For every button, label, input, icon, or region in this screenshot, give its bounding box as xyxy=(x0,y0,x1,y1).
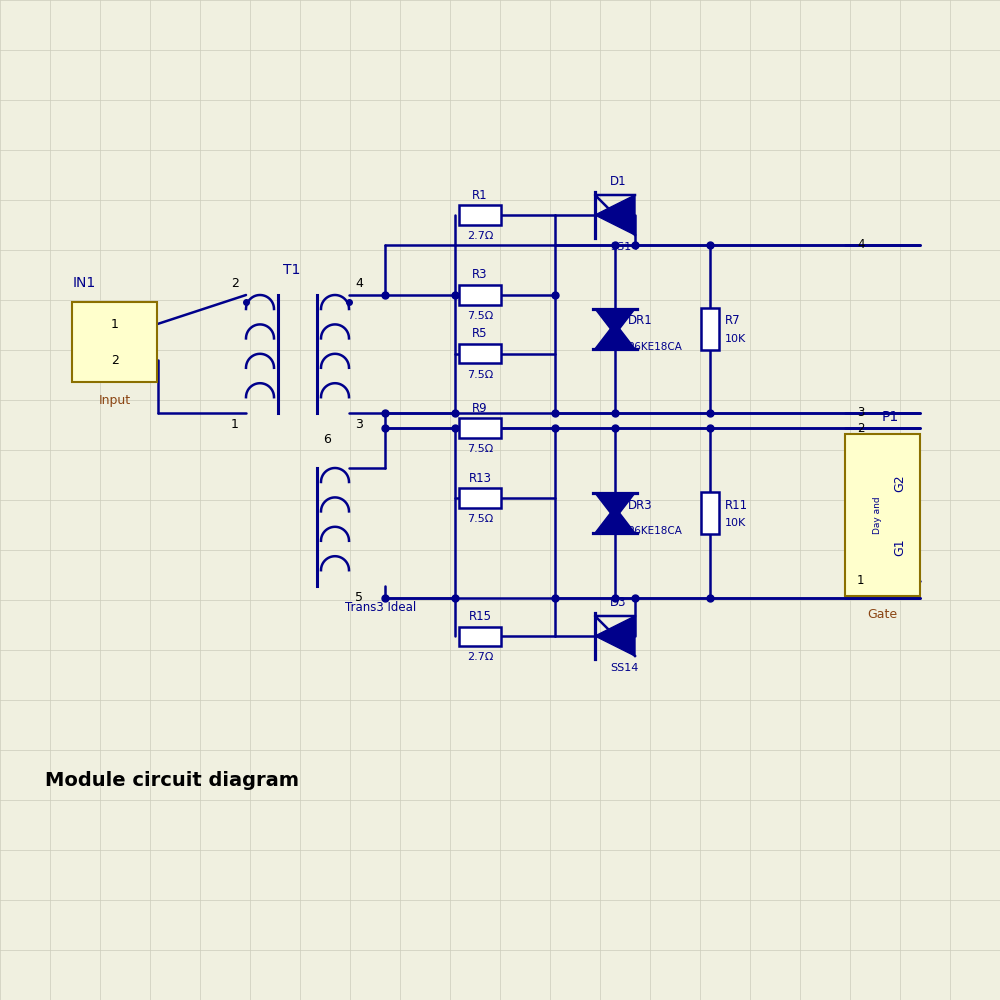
Text: 2: 2 xyxy=(857,422,864,434)
Polygon shape xyxy=(595,323,635,349)
Text: IN1: IN1 xyxy=(72,276,96,290)
Text: R11: R11 xyxy=(725,499,748,512)
Text: Input: Input xyxy=(99,394,131,407)
Bar xyxy=(72,302,157,382)
Text: 4: 4 xyxy=(355,277,363,290)
Text: 7.5Ω: 7.5Ω xyxy=(467,514,493,524)
Text: Module circuit diagram: Module circuit diagram xyxy=(45,770,299,790)
Bar xyxy=(459,286,501,304)
Text: 3: 3 xyxy=(355,418,363,431)
Text: Day and: Day and xyxy=(874,496,882,534)
Text: 6: 6 xyxy=(323,433,331,446)
Polygon shape xyxy=(595,309,635,335)
Bar xyxy=(459,344,501,363)
Text: R9: R9 xyxy=(472,401,488,414)
Text: 4: 4 xyxy=(857,238,864,251)
Polygon shape xyxy=(595,493,635,519)
Bar xyxy=(459,418,501,438)
Polygon shape xyxy=(595,507,635,533)
Text: P6KE18CA: P6KE18CA xyxy=(628,526,682,536)
Text: 7.5Ω: 7.5Ω xyxy=(467,311,493,321)
Text: 10K: 10K xyxy=(725,334,746,344)
Text: R15: R15 xyxy=(468,609,492,622)
Bar xyxy=(459,488,501,508)
Text: D3: D3 xyxy=(610,596,626,609)
Text: 1: 1 xyxy=(857,574,864,588)
Bar xyxy=(701,308,719,350)
Text: 2.7Ω: 2.7Ω xyxy=(467,231,493,241)
Text: R13: R13 xyxy=(468,472,492,485)
Text: 1: 1 xyxy=(231,418,239,431)
Text: 7.5Ω: 7.5Ω xyxy=(467,370,493,380)
Text: Gate: Gate xyxy=(867,608,897,621)
Text: DR3: DR3 xyxy=(628,499,653,512)
Text: SS14: SS14 xyxy=(610,242,638,252)
Bar xyxy=(701,492,719,534)
Text: 10K: 10K xyxy=(725,518,746,528)
Text: 7.5Ω: 7.5Ω xyxy=(467,444,493,454)
Text: DR1: DR1 xyxy=(628,314,653,327)
Text: 1: 1 xyxy=(111,318,119,330)
Text: SS14: SS14 xyxy=(610,663,638,673)
Text: T1: T1 xyxy=(283,263,300,277)
Bar xyxy=(459,206,501,225)
Text: G1: G1 xyxy=(894,538,906,556)
Text: R7: R7 xyxy=(725,314,741,327)
Text: G2: G2 xyxy=(894,474,906,492)
Text: P1: P1 xyxy=(882,410,899,424)
Text: Trans3 Ideal: Trans3 Ideal xyxy=(345,601,416,614)
Text: R1: R1 xyxy=(472,189,488,202)
Text: 5: 5 xyxy=(355,591,363,604)
Text: 2: 2 xyxy=(111,354,119,366)
Text: R5: R5 xyxy=(472,327,488,340)
Bar xyxy=(845,434,920,596)
Text: 3: 3 xyxy=(857,406,864,419)
Text: 2.7Ω: 2.7Ω xyxy=(467,652,493,662)
Polygon shape xyxy=(595,195,635,235)
Text: D1: D1 xyxy=(610,175,627,188)
Bar xyxy=(459,626,501,646)
Polygon shape xyxy=(595,616,635,656)
Text: 2: 2 xyxy=(231,277,239,290)
Text: P6KE18CA: P6KE18CA xyxy=(628,342,682,352)
Text: R3: R3 xyxy=(472,268,488,282)
